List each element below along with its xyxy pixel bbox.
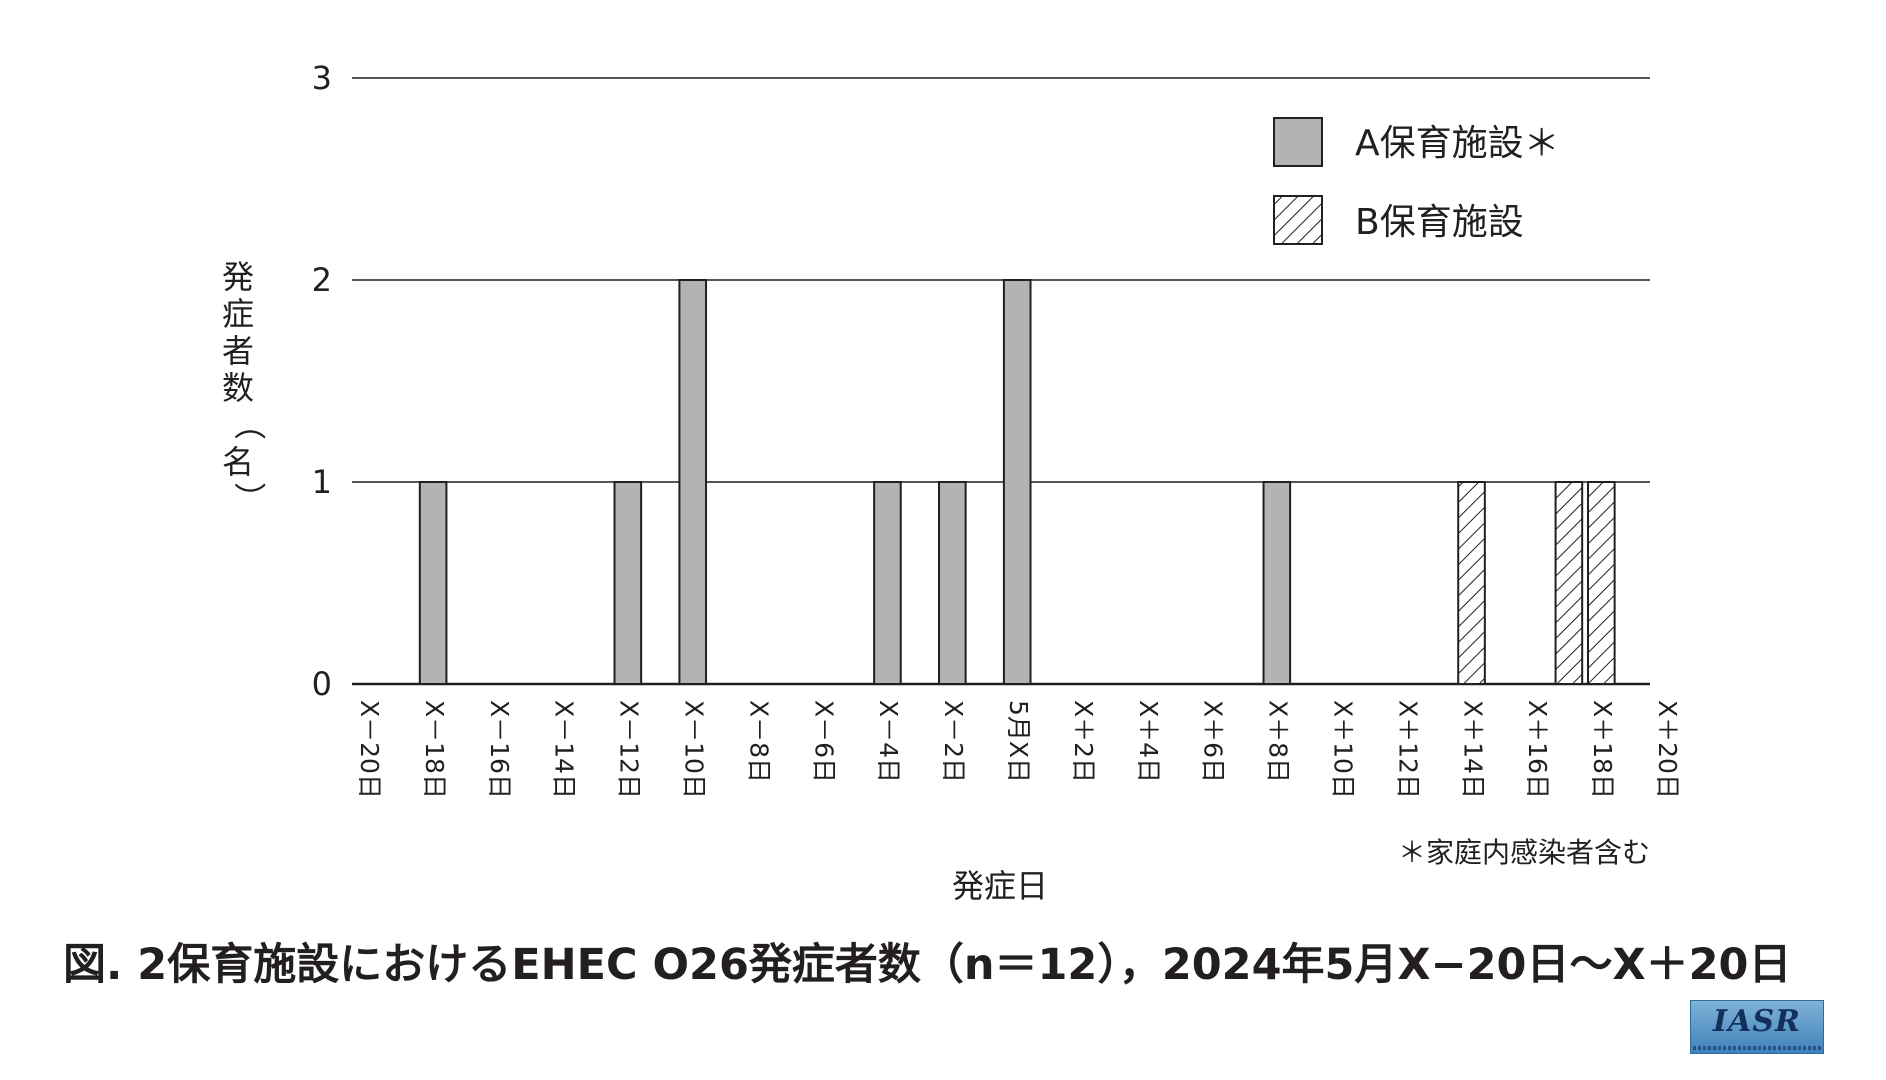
x-tick: X－10日 [680, 700, 709, 799]
bar-series-b [1554, 481, 1584, 685]
y-axis-title: 発症者数（名） [222, 258, 268, 514]
x-axis: X－20日 X－18日 X－16日 X－14日 X－12日 X－10日 X－8日 X－6日 X－… [355, 700, 1682, 799]
x-tick-label: X－14日 [550, 700, 579, 799]
gridlines [352, 77, 1650, 686]
x-tick-label: X＋18日 [1588, 700, 1617, 799]
x-tick-label: X－2日 [939, 700, 968, 783]
x-tick: X－8日 [744, 700, 773, 783]
x-tick: X－4日 [874, 700, 903, 783]
x-tick: X－2日 [939, 700, 968, 783]
iasr-logo: IASR [1690, 1000, 1824, 1054]
x-tick-label: X＋2日 [1069, 700, 1098, 783]
x-tick: X＋16日 [1523, 700, 1552, 799]
iasr-logo-text: IASR [1713, 1004, 1801, 1039]
footnote: ＊家庭内感染者含む [1398, 836, 1650, 869]
legend-label-b: B保育施設 [1355, 202, 1524, 243]
x-tick-label: X＋14日 [1458, 700, 1487, 799]
x-tick: X＋6日 [1199, 700, 1228, 783]
x-tick: X＋8日 [1264, 700, 1293, 783]
figure-caption: 図. 2保育施設におけるEHEC O26発症者数（n＝12），2024年5月X−… [63, 940, 1792, 990]
x-tick-label: X＋4日 [1134, 700, 1163, 783]
y-axis-title-char: 名 [222, 443, 254, 481]
x-tick-label: X＋6日 [1199, 700, 1228, 783]
x-tick: X－6日 [809, 700, 838, 783]
bar-series-a [938, 481, 967, 685]
y-axis: 0 1 2 3 [312, 59, 332, 703]
x-tick-label: 5月X日 [1004, 700, 1033, 783]
bar-series-a [1262, 481, 1292, 685]
y-tick-label: 3 [312, 59, 332, 97]
y-axis-title-glyph: （ [230, 408, 268, 440]
bar-series-a [1002, 279, 1032, 685]
x-tick: 5月X日 [1004, 700, 1033, 783]
bar-series-a [613, 481, 643, 685]
x-tick-label: X－4日 [874, 700, 903, 783]
legend: A保育施設＊ B保育施設 [1273, 117, 1560, 245]
y-axis-title-glyph: ） [230, 482, 268, 514]
x-tick: X＋10日 [1329, 700, 1358, 799]
x-tick: X＋2日 [1069, 700, 1098, 783]
x-tick-label: X＋12日 [1393, 700, 1422, 799]
y-axis-title-char: 者 [222, 332, 254, 370]
x-tick: X＋20日 [1653, 700, 1682, 799]
y-axis-title-char: （ [230, 408, 268, 440]
y-tick-label: 1 [312, 463, 332, 501]
bar-series-b [1587, 481, 1616, 685]
bar-series-b [1457, 481, 1486, 685]
x-tick: X－16日 [485, 700, 514, 799]
x-tick: X＋14日 [1458, 700, 1487, 799]
legend-swatch-a [1273, 117, 1323, 167]
chart: X－20日 X－18日 X－16日 X－14日 X－12日 X－10日 X－8日 X－6日 X－… [222, 59, 1682, 905]
bar-series-a [873, 481, 902, 685]
x-tick-label: X＋8日 [1264, 700, 1293, 783]
y-tick-label: 0 [312, 665, 332, 703]
x-axis-title: 発症日 [952, 867, 1048, 905]
x-tick-label: X＋20日 [1653, 700, 1682, 799]
bars [418, 279, 1616, 685]
x-tick-label: X－18日 [420, 700, 449, 799]
y-axis-title-char: ） [230, 482, 268, 514]
y-axis-title-char: 発 [222, 258, 254, 296]
x-tick-label: X－12日 [615, 700, 644, 799]
x-tick: X－20日 [355, 700, 384, 799]
x-tick: X＋12日 [1393, 700, 1422, 799]
x-tick: X＋4日 [1134, 700, 1163, 783]
x-tick-label: X－6日 [809, 700, 838, 783]
x-tick: X＋18日 [1588, 700, 1617, 799]
y-axis-title-char: 数 [222, 369, 254, 407]
bar-series-a [678, 279, 708, 685]
x-tick-label: X－20日 [355, 700, 384, 799]
x-tick: X－18日 [420, 700, 449, 799]
x-tick-label: X＋10日 [1329, 700, 1358, 799]
x-tick: X－12日 [615, 700, 644, 799]
y-axis-title-char: 症 [222, 295, 254, 333]
x-tick: X－14日 [550, 700, 579, 799]
x-tick-label: X－16日 [485, 700, 514, 799]
x-tick-label: X＋16日 [1523, 700, 1552, 799]
iasr-logo-subline [1693, 1046, 1821, 1050]
legend-swatch-b [1273, 195, 1323, 245]
x-tick-label: X－10日 [680, 700, 709, 799]
x-tick-label: X－8日 [744, 700, 773, 783]
y-tick-label: 2 [312, 261, 332, 299]
bar-series-a [418, 481, 448, 685]
legend-label-a: A保育施設＊ [1355, 123, 1560, 164]
